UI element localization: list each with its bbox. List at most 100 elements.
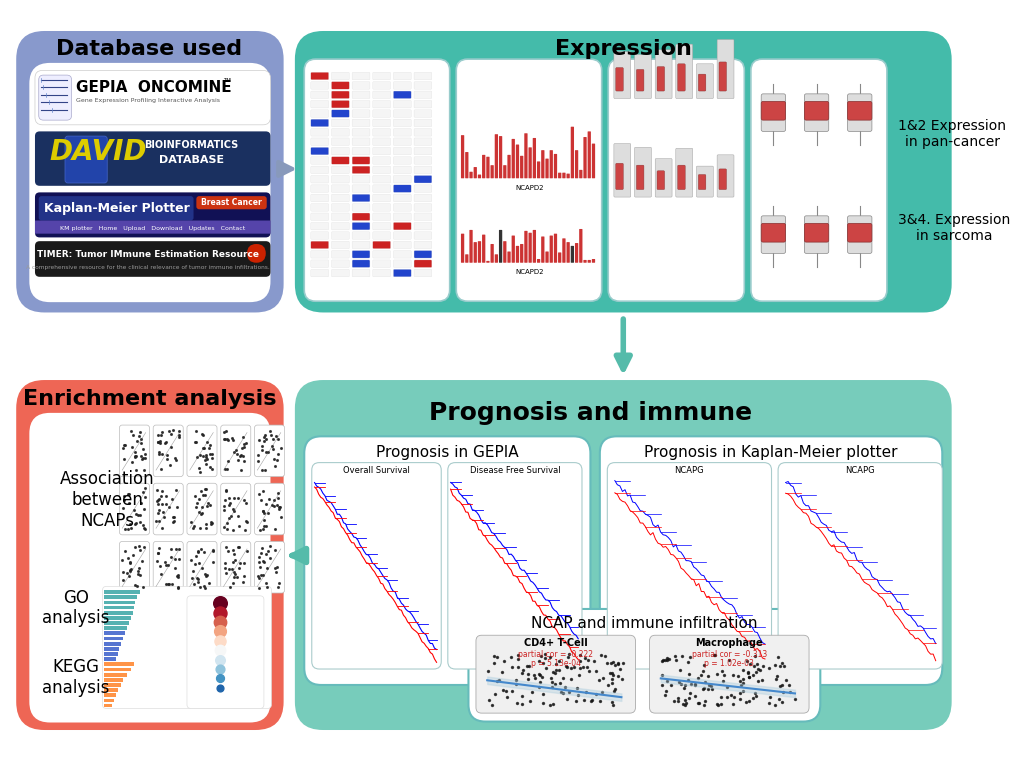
FancyBboxPatch shape: [696, 166, 712, 197]
Point: [164, 578, 180, 591]
FancyBboxPatch shape: [541, 150, 544, 178]
Point: [202, 461, 218, 473]
FancyBboxPatch shape: [352, 232, 370, 239]
Point: [136, 521, 152, 533]
FancyBboxPatch shape: [502, 165, 506, 178]
FancyBboxPatch shape: [372, 232, 390, 239]
Point: [715, 669, 732, 681]
Point: [127, 517, 144, 530]
Point: [193, 508, 209, 521]
Point: [216, 433, 232, 445]
Point: [225, 434, 242, 446]
Point: [195, 429, 211, 441]
FancyBboxPatch shape: [220, 541, 251, 593]
FancyBboxPatch shape: [393, 81, 411, 89]
Point: [732, 687, 748, 699]
Point: [124, 429, 141, 441]
Point: [231, 541, 248, 553]
Point: [272, 511, 288, 524]
FancyBboxPatch shape: [311, 269, 328, 277]
Point: [217, 557, 233, 569]
FancyBboxPatch shape: [372, 241, 390, 249]
Point: [495, 655, 512, 667]
Point: [238, 497, 255, 509]
Point: [254, 569, 270, 581]
Point: [741, 658, 757, 670]
FancyBboxPatch shape: [247, 244, 266, 263]
FancyBboxPatch shape: [498, 136, 501, 178]
FancyBboxPatch shape: [414, 269, 431, 277]
Point: [545, 698, 561, 710]
Point: [554, 671, 571, 683]
Point: [123, 425, 140, 437]
Point: [660, 653, 677, 665]
FancyBboxPatch shape: [553, 154, 556, 178]
Point: [199, 497, 215, 509]
Point: [734, 677, 750, 689]
Point: [576, 694, 592, 706]
Point: [150, 446, 166, 458]
Point: [603, 673, 620, 686]
Point: [556, 681, 573, 693]
FancyBboxPatch shape: [119, 425, 150, 476]
FancyBboxPatch shape: [656, 170, 664, 189]
Point: [234, 575, 251, 587]
Point: [536, 648, 552, 661]
Text: GEPIA  ONCOMINE: GEPIA ONCOMINE: [76, 80, 231, 95]
FancyBboxPatch shape: [352, 91, 370, 98]
Point: [235, 557, 252, 569]
Point: [187, 559, 204, 571]
FancyBboxPatch shape: [455, 59, 601, 301]
Point: [585, 654, 601, 667]
Point: [183, 554, 200, 566]
Point: [702, 680, 718, 692]
FancyBboxPatch shape: [311, 185, 328, 193]
Point: [225, 505, 242, 517]
Point: [705, 648, 721, 661]
Point: [229, 510, 246, 522]
Point: [183, 572, 200, 584]
Text: Enrichment analysis: Enrichment analysis: [22, 389, 276, 409]
Point: [185, 578, 202, 590]
FancyBboxPatch shape: [566, 174, 570, 178]
Point: [676, 699, 692, 711]
FancyBboxPatch shape: [579, 229, 582, 263]
Point: [137, 447, 153, 460]
Point: [605, 685, 622, 697]
Point: [124, 457, 141, 469]
Point: [251, 581, 267, 594]
FancyBboxPatch shape: [372, 119, 390, 126]
Point: [162, 550, 178, 562]
FancyBboxPatch shape: [532, 138, 536, 178]
FancyBboxPatch shape: [352, 222, 370, 230]
Point: [114, 554, 130, 566]
FancyBboxPatch shape: [311, 250, 328, 258]
Point: [679, 674, 695, 686]
FancyBboxPatch shape: [186, 596, 264, 708]
FancyBboxPatch shape: [520, 244, 523, 263]
Point: [231, 450, 248, 462]
Point: [250, 571, 266, 583]
FancyBboxPatch shape: [311, 119, 328, 126]
Point: [168, 569, 184, 581]
Point: [121, 496, 138, 508]
Point: [120, 488, 137, 500]
FancyBboxPatch shape: [39, 196, 194, 221]
FancyBboxPatch shape: [393, 157, 411, 164]
Point: [202, 498, 218, 511]
Point: [747, 690, 763, 702]
FancyBboxPatch shape: [553, 234, 556, 263]
Point: [695, 699, 711, 711]
Text: Overall Survival: Overall Survival: [342, 466, 410, 475]
FancyBboxPatch shape: [528, 148, 531, 178]
Point: [119, 522, 136, 534]
Text: Macrophage: Macrophage: [695, 638, 762, 648]
Point: [160, 559, 176, 571]
FancyBboxPatch shape: [352, 241, 370, 249]
FancyBboxPatch shape: [677, 165, 685, 189]
FancyBboxPatch shape: [331, 166, 348, 174]
FancyBboxPatch shape: [847, 216, 871, 253]
FancyBboxPatch shape: [461, 135, 464, 178]
Point: [745, 660, 761, 672]
Point: [712, 698, 729, 710]
